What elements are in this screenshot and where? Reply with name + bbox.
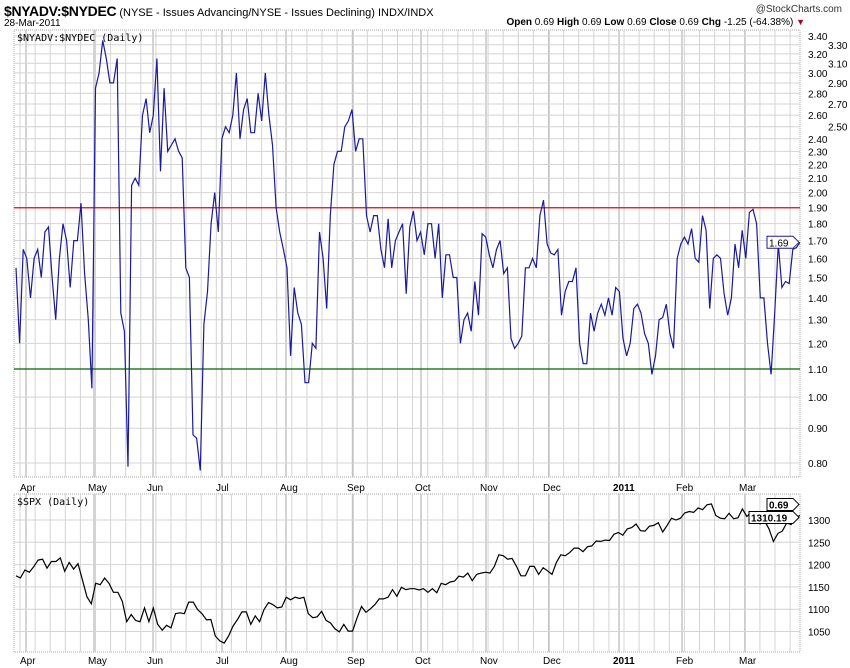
- x-tick-label: Jun: [147, 483, 163, 494]
- y-tick-label: 1.20: [808, 339, 828, 350]
- symbol: $NYADV:$NYDEC: [4, 3, 117, 19]
- y-tick-label: 1.40: [808, 294, 828, 305]
- series-line: [15, 503, 801, 644]
- y-tick-label: 2.90: [828, 79, 848, 90]
- y-tick-label: 1.60: [808, 254, 828, 265]
- x-tick-label: Apr: [20, 656, 36, 667]
- x-tick-label: May: [88, 483, 107, 494]
- x-tick-label: May: [88, 656, 107, 667]
- x-tick-label: Sep: [347, 656, 365, 667]
- x-tick-label: Mar: [739, 483, 757, 494]
- x-tick-label: Oct: [415, 483, 431, 494]
- y-tick-label: 1.90: [808, 204, 828, 215]
- chart-title: $NYADV:$NYDEC (NYSE - Issues Advancing/N…: [4, 3, 434, 19]
- ratio-value-tag: 0.69: [766, 497, 800, 511]
- y-tick-label: 2.10: [808, 174, 828, 185]
- x-tick-label: Mar: [739, 656, 757, 667]
- panel-title: $NYADV:$NYDEC (Daily): [17, 33, 143, 44]
- x-tick-label: Sep: [347, 483, 365, 494]
- y-tick-label: 1100: [808, 605, 830, 616]
- close-value: 0.69: [679, 17, 699, 28]
- down-triangle-icon: ▼: [796, 17, 805, 27]
- x-tick-label: Aug: [280, 483, 298, 494]
- y-tick-label: 2.30: [808, 147, 828, 158]
- chart-date: 28-Mar-2011: [4, 18, 61, 29]
- y-tick-label: 0.90: [808, 424, 828, 435]
- x-tick-label: Nov: [480, 483, 498, 494]
- y-tick-label: 0.80: [808, 459, 828, 470]
- y-tick-label: 2.80: [808, 89, 828, 100]
- y-tick-label: 1.10: [808, 365, 828, 376]
- x-tick-label: Dec: [543, 483, 561, 494]
- y-tick-label: 3.10: [828, 59, 848, 70]
- y-tick-label: 2.20: [808, 160, 828, 171]
- y-tick-label: 1050: [808, 628, 831, 639]
- x-tick-label: Jun: [147, 656, 163, 667]
- x-tick-label: Dec: [543, 656, 561, 667]
- open-value: 0.69: [534, 17, 555, 28]
- y-tick-label: 1.70: [808, 237, 828, 248]
- value-tag-box: [748, 510, 800, 524]
- low-label: Low: [604, 17, 625, 28]
- y-tick-label: 2.00: [808, 189, 828, 200]
- x-tick-label: 2011: [613, 483, 635, 494]
- y-tick-label: 3.30: [828, 41, 848, 52]
- y-tick-label: 2.60: [808, 111, 828, 122]
- x-tick-label: Apr: [20, 483, 36, 494]
- y-tick-label: 1.80: [808, 220, 828, 231]
- y-tick-label: 1200: [808, 561, 831, 572]
- value-tag-box: [766, 497, 800, 511]
- value-tag-label: 1310.19: [751, 513, 788, 524]
- x-tick-label: Aug: [280, 656, 298, 667]
- y-tick-label: 3.40: [808, 32, 828, 43]
- value-tag-label: 0.69: [769, 500, 789, 511]
- y-tick-label: 3.20: [808, 50, 828, 61]
- y-tick-label: 1250: [808, 538, 831, 549]
- y-tick-label: 1300: [808, 516, 831, 527]
- x-tick-label: Feb: [676, 483, 694, 494]
- y-tick-label: 2.70: [828, 100, 848, 111]
- x-tick-label: Nov: [480, 656, 498, 667]
- x-tick-label: 2011: [613, 656, 635, 667]
- x-tick-label: Jul: [216, 483, 229, 494]
- value-tag-label: 1.69: [769, 238, 789, 249]
- y-tick-label: 2.50: [828, 123, 848, 134]
- y-tick-label: 1.00: [808, 393, 828, 404]
- low-value: 0.69: [627, 17, 647, 28]
- ohlc-summary: Open 0.69 High 0.69 Low 0.69 Close 0.69 …: [506, 17, 805, 28]
- value-tag-box: [766, 235, 800, 249]
- high-label: High: [557, 17, 580, 28]
- x-tick-label: Feb: [676, 656, 694, 667]
- x-tick-label: Jul: [216, 656, 229, 667]
- high-value: 0.69: [582, 17, 602, 28]
- chg-label: Chg: [701, 17, 722, 28]
- close-label: Close: [649, 17, 677, 28]
- brand[interactable]: @StockCharts.com: [755, 4, 842, 15]
- open-label: Open: [506, 17, 532, 28]
- chg-value: -1.25 (-64.38%): [723, 17, 794, 28]
- spx-value-tag: 1310.19: [748, 510, 800, 524]
- symbol-description: (NYSE - Issues Advancing/NYSE - Issues D…: [119, 7, 434, 19]
- panel-title: $SPX (Daily): [17, 497, 89, 508]
- y-tick-label: 1150: [808, 583, 830, 594]
- x-tick-label: Oct: [415, 656, 431, 667]
- last-value-tag: 1.69: [766, 235, 800, 249]
- y-tick-label: 1.50: [808, 273, 828, 284]
- y-tick-label: 1.30: [808, 316, 828, 327]
- y-tick-label: 3.00: [808, 69, 828, 80]
- y-tick-label: 2.40: [808, 135, 828, 146]
- series-line: [15, 40, 801, 471]
